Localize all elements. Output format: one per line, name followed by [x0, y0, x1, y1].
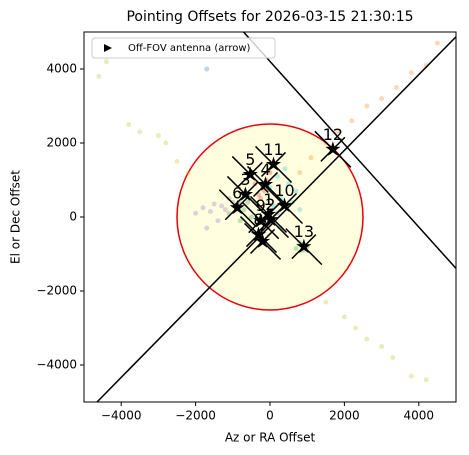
scatter-point: [286, 181, 292, 187]
scatter-point: [174, 159, 180, 164]
antenna-marker: [296, 238, 312, 254]
y-tick-label: −4000: [36, 358, 77, 372]
legend-symbol: [104, 44, 112, 52]
scatter-point: [245, 199, 251, 205]
antenna-marker: [262, 211, 279, 227]
antenna-marker: [255, 233, 271, 248]
scatter-point: [334, 129, 340, 135]
antenna-marker: [265, 156, 282, 171]
antenna-marker: [242, 166, 258, 181]
antenna-marker: [325, 141, 341, 156]
scatter-point: [341, 314, 347, 320]
antenna-marker: [257, 176, 274, 191]
antenna-label: 11: [263, 140, 283, 159]
x-axis-label: Az or RA Offset: [225, 431, 316, 445]
scatter-point: [226, 196, 232, 201]
antenna-label: 5: [245, 150, 255, 169]
antenna-label: 10: [274, 181, 294, 200]
legend-label: Off-FOV antenna (arrow): [128, 43, 251, 54]
antenna-label: 9: [256, 196, 266, 215]
y-tick-label: 2000: [46, 136, 77, 150]
scatter-point: [293, 245, 299, 251]
antenna-label: 1: [263, 190, 273, 209]
reference-line: [96, 36, 456, 402]
scatter-point: [137, 129, 143, 135]
scatter-point: [237, 218, 243, 224]
scatter-point: [393, 85, 399, 90]
antenna-label: 7: [257, 217, 267, 236]
scatter-point: [293, 188, 299, 194]
antenna-marker: [229, 199, 245, 215]
scatter-point: [408, 373, 414, 379]
scatter-point: [267, 170, 273, 176]
antenna-label: 13: [294, 222, 314, 241]
scatter-point: [219, 203, 225, 209]
scatter-point: [364, 103, 370, 109]
scatter-point: [96, 73, 102, 79]
scatter-point: [297, 207, 303, 213]
scatter-point: [297, 170, 303, 176]
antenna-label: 12: [323, 125, 343, 144]
scatter-point: [103, 59, 109, 65]
antenna-marker: [276, 197, 293, 212]
reference-line: [243, 32, 456, 269]
scatter-point: [379, 96, 385, 102]
scatter-point: [379, 344, 385, 349]
y-axis-label: El or Dec Offset: [9, 170, 23, 264]
scatter-point: [193, 210, 199, 216]
plot-area: 12345678910111213: [96, 32, 456, 402]
x-tick-label: 4000: [404, 409, 435, 423]
y-tick-label: 4000: [46, 62, 77, 76]
scatter-point: [353, 325, 359, 331]
x-tick-label: 2000: [329, 409, 360, 423]
x-tick-label: −2000: [175, 409, 216, 423]
x-tick-label: 0: [266, 409, 274, 423]
scatter-point: [390, 355, 396, 361]
scatter-point: [423, 377, 429, 383]
scatter-point: [204, 66, 210, 72]
scatter-point: [308, 155, 314, 161]
scatter-point: [248, 214, 254, 220]
scatter-point: [222, 207, 228, 213]
scatter-point: [211, 201, 217, 207]
antenna-label: 2: [265, 195, 275, 214]
antenna-label: 6: [232, 183, 242, 202]
scatter-point: [241, 207, 247, 213]
scatter-point: [207, 208, 213, 214]
scatter-point: [282, 166, 288, 172]
antenna-marker: [250, 226, 267, 241]
scatter-point: [155, 133, 161, 139]
antenna-marker: [237, 186, 254, 201]
scatter-point: [258, 196, 264, 201]
scatter-point: [185, 170, 191, 176]
scatter-point: [434, 40, 440, 46]
antenna-label: 4: [260, 160, 270, 179]
legend-box: [91, 37, 276, 59]
scatter-point: [274, 173, 280, 179]
scatter-point: [256, 192, 262, 198]
scatter-point: [204, 225, 210, 231]
scatter-point: [408, 70, 414, 76]
scatter-point: [230, 199, 236, 205]
y-tick-label: 0: [69, 210, 77, 224]
antenna-marker: [253, 212, 269, 228]
scatter-point: [163, 140, 169, 146]
scatter-point: [215, 218, 221, 224]
scatter-point: [200, 205, 206, 211]
x-tick-label: −4000: [101, 409, 142, 423]
scatter-point: [349, 118, 355, 124]
y-tick-label: −2000: [36, 284, 77, 298]
chart-title: Pointing Offsets for 2026-03-15 21:30:15: [126, 9, 413, 25]
scatter-point: [323, 299, 329, 305]
overlay: −4000 −2000 0 2000 4000 −4000 −2000 0 2000 4000 Of…: [36, 31, 457, 423]
scatter-point: [364, 336, 370, 342]
scatter-point: [126, 122, 132, 127]
